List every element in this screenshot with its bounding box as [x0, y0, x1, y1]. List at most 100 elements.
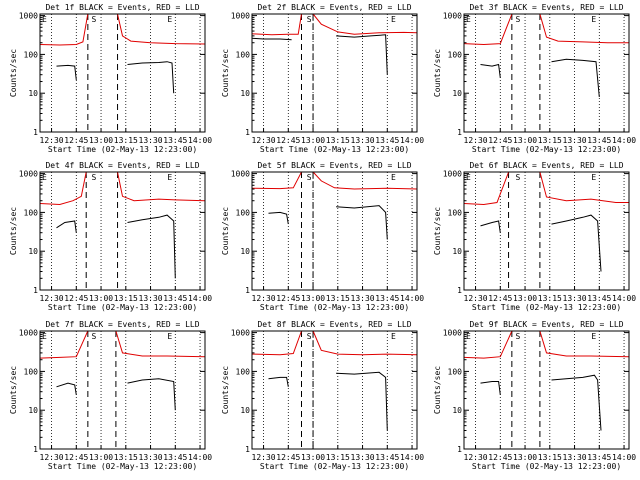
- events-series-line: [336, 371, 388, 431]
- x-tick-label: 13:00: [513, 136, 537, 145]
- marker-label: S: [92, 15, 97, 24]
- lld-series-line: [312, 330, 418, 356]
- x-tick-label: 13:15: [326, 453, 350, 462]
- marker-label: E: [591, 15, 596, 24]
- y-tick-label: 1: [33, 128, 38, 137]
- x-tick-label: 14:00: [612, 294, 636, 303]
- events-series-line: [551, 214, 602, 272]
- x-tick-label: 12:30: [464, 136, 488, 145]
- panel-title: Det 7f BLACK = Events, RED = LLD: [45, 320, 199, 329]
- marker-label: S: [516, 173, 521, 182]
- lld-series-line: [539, 13, 629, 44]
- y-tick-label: 1: [245, 128, 250, 137]
- y-tick-label: 100: [236, 50, 251, 59]
- x-tick-label: 12:30: [252, 294, 276, 303]
- marker-label: E: [466, 332, 471, 341]
- marker-label: S: [307, 173, 312, 182]
- y-axis-label: Counts/sec: [9, 207, 18, 255]
- y-tick-label: 100: [24, 50, 39, 59]
- x-tick-label: 14:00: [400, 294, 424, 303]
- lld-series-line: [115, 330, 206, 358]
- plot-frame: [463, 330, 630, 450]
- marker-label: E: [466, 173, 471, 182]
- y-tick-label: 1: [457, 128, 462, 137]
- y-tick-label: 100: [24, 367, 39, 376]
- x-tick-label: 13:45: [375, 136, 399, 145]
- x-tick-label: 13:45: [375, 294, 399, 303]
- y-tick-label: 100: [24, 208, 39, 217]
- events-series-line: [268, 211, 289, 225]
- x-tick-label: 12:45: [276, 453, 300, 462]
- events-series-line: [480, 220, 501, 233]
- x-tick-label: 13:45: [587, 136, 611, 145]
- y-tick-label: 10: [240, 247, 250, 256]
- marker-label: S: [307, 15, 312, 24]
- y-tick-label: 1: [33, 445, 38, 454]
- x-tick-label: 12:45: [488, 453, 512, 462]
- detector-panel-4: Det 4f BLACK = Events, RED = LLD E S E 1 10 10…: [9, 161, 212, 312]
- y-tick-label: 1: [457, 445, 462, 454]
- y-axis-label: Counts/sec: [221, 207, 230, 255]
- y-tick-label: 100: [236, 367, 251, 376]
- y-axis-label: Counts/sec: [433, 49, 442, 97]
- x-axis-label: Start Time (02-May-13 12:23:00): [260, 145, 409, 154]
- x-tick-label: 14:00: [188, 453, 212, 462]
- y-tick-label: 1000: [443, 12, 462, 21]
- x-tick-label: 14:00: [188, 136, 212, 145]
- y-axis-label: Counts/sec: [433, 366, 442, 414]
- x-axis-label: Start Time (02-May-13 12:23:00): [472, 462, 621, 471]
- panel-title: Det 3f BLACK = Events, RED = LLD: [469, 3, 623, 12]
- x-tick-label: 12:45: [488, 294, 512, 303]
- x-tick-label: 12:30: [252, 453, 276, 462]
- events-series-line: [551, 58, 600, 98]
- x-tick-label: 13:15: [326, 136, 350, 145]
- x-tick-label: 13:30: [139, 136, 163, 145]
- panel-title: Det 5f BLACK = Events, RED = LLD: [257, 161, 411, 170]
- events-series-line: [127, 214, 176, 279]
- y-tick-label: 1: [245, 445, 250, 454]
- detector-panel-2: Det 2f BLACK = Events, RED = LLD S E 1 10 100…: [221, 3, 424, 154]
- x-tick-label: 13:00: [89, 453, 113, 462]
- detector-panel-6: Det 6f BLACK = Events, RED = LLD E S E 1 10 10…: [433, 161, 636, 312]
- detector-panel-5: Det 5f BLACK = Events, RED = LLD S E 1 10 100…: [221, 161, 424, 312]
- x-tick-label: 12:30: [464, 294, 488, 303]
- marker-label: E: [591, 332, 596, 341]
- x-tick-label: 13:45: [163, 453, 187, 462]
- events-series-line: [336, 34, 388, 75]
- marker-label: E: [391, 332, 396, 341]
- x-tick-label: 13:00: [89, 294, 113, 303]
- lld-series-line: [463, 13, 513, 46]
- x-axis-label: Start Time (02-May-13 12:23:00): [260, 303, 409, 312]
- events-series-line: [56, 220, 77, 233]
- y-tick-label: 1000: [443, 170, 462, 179]
- x-tick-label: 12:45: [276, 136, 300, 145]
- x-axis-label: Start Time (02-May-13 12:23:00): [48, 462, 197, 471]
- x-tick-label: 13:30: [139, 453, 163, 462]
- marker-label: E: [42, 332, 47, 341]
- detector-panel-8: Det 8f BLACK = Events, RED = LLD S E 1 10 100…: [221, 320, 424, 471]
- x-tick-label: 13:45: [163, 136, 187, 145]
- x-tick-label: 13:00: [301, 294, 325, 303]
- marker-label: S: [307, 332, 312, 341]
- marker-label: S: [92, 332, 97, 341]
- plot-frame: [251, 13, 418, 133]
- x-tick-label: 13:00: [89, 136, 113, 145]
- panel-title: Det 9f BLACK = Events, RED = LLD: [469, 320, 623, 329]
- x-tick-label: 12:45: [64, 294, 88, 303]
- y-tick-label: 100: [448, 367, 463, 376]
- marker-label: E: [167, 332, 172, 341]
- panel-title: Det 8f BLACK = Events, RED = LLD: [257, 320, 411, 329]
- y-axis-label: Counts/sec: [9, 366, 18, 414]
- plot-frame: [251, 330, 418, 450]
- detector-panel-3: Det 3f BLACK = Events, RED = LLD E S E 1 10 10…: [433, 3, 636, 154]
- x-tick-label: 14:00: [612, 136, 636, 145]
- y-axis-label: Counts/sec: [221, 49, 230, 97]
- lld-series-line: [312, 13, 418, 35]
- lld-series-line: [251, 171, 302, 190]
- y-tick-label: 1: [457, 286, 462, 295]
- lld-series-line: [251, 13, 302, 36]
- x-tick-label: 13:45: [163, 294, 187, 303]
- marker-label: S: [516, 332, 521, 341]
- y-tick-label: 100: [236, 208, 251, 217]
- x-tick-label: 13:00: [513, 453, 537, 462]
